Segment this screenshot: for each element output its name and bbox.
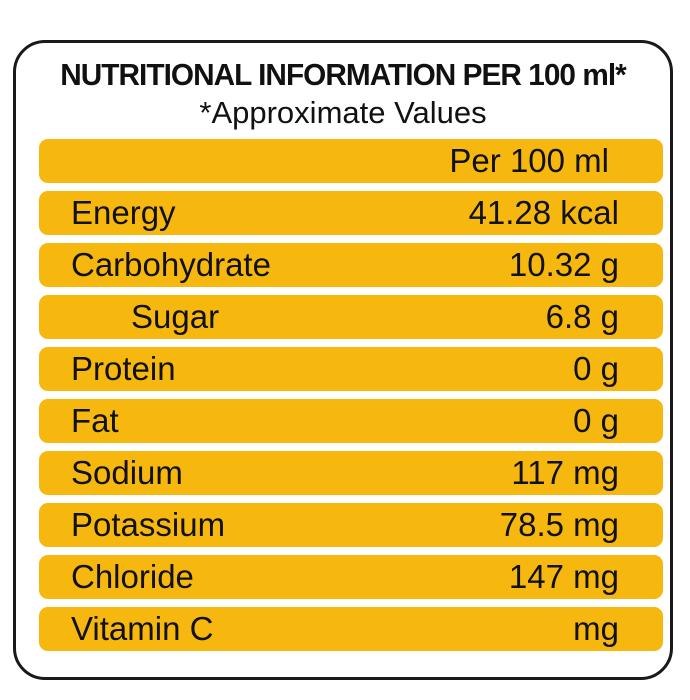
row-label: Potassium [71, 506, 226, 543]
table-row-fat: Fat 0 g [39, 399, 663, 443]
table-row-sugar: Sugar 6.8 g [39, 295, 663, 339]
table-row-sodium: Sodium 117 mg [39, 451, 663, 495]
row-value: 41.28 kcal [468, 194, 619, 231]
row-value: 6.8 g [545, 298, 619, 335]
row-value: 10.32 g [508, 246, 619, 283]
row-label: Fat [71, 402, 119, 439]
table-row-protein: Protein 0 g [39, 347, 663, 391]
row-value: 147 mg [508, 558, 619, 595]
row-label: Carbohydrate [71, 246, 271, 283]
table-row-carbohydrate: Carbohydrate 10.32 g [39, 243, 663, 287]
table-row-energy: Energy 41.28 kcal [39, 191, 663, 235]
nutrition-panel: NUTRITIONAL INFORMATION PER 100 ml* *App… [13, 40, 673, 680]
row-label: Energy [71, 194, 176, 231]
row-label: Protein [71, 350, 176, 387]
row-value: 0 g [573, 402, 619, 439]
table-row-vitamin-c: Vitamin C mg [39, 607, 663, 651]
table-row-potassium: Potassium 78.5 mg [39, 503, 663, 547]
table-title: NUTRITIONAL INFORMATION PER 100 ml* [60, 57, 626, 92]
row-value: 78.5 mg [499, 506, 619, 543]
row-value: mg [573, 610, 619, 647]
table-subtitle: *Approximate Values [199, 95, 487, 130]
row-value: 0 g [573, 350, 619, 387]
row-label: Sugar [131, 298, 220, 335]
row-value: 117 mg [511, 454, 619, 491]
table-header-row: Per 100 ml [39, 139, 663, 183]
nutrition-table: Per 100 ml Energy 41.28 kcal Carbohydrat… [39, 139, 663, 659]
row-label: Vitamin C [71, 610, 214, 647]
table-row-chloride: Chloride 147 mg [39, 555, 663, 599]
row-label: Sodium [71, 454, 183, 491]
row-label: Chloride [71, 558, 194, 595]
column-header: Per 100 ml [449, 142, 609, 179]
